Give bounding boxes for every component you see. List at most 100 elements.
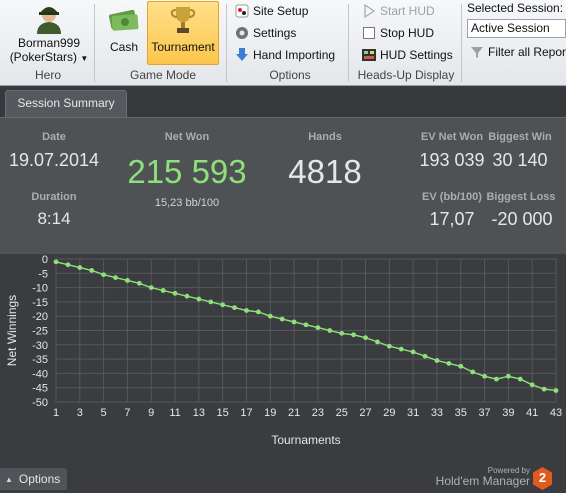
brand-name: Hold'em Manager [435, 474, 530, 488]
hero-button[interactable]: Borman999 (PokerStars) ▼ [8, 2, 90, 66]
y-axis-label: Net Winnings [5, 295, 19, 366]
options-toggle-button[interactable]: ▲ Options [0, 468, 67, 490]
tournament-label: Tournament [151, 40, 215, 54]
data-point [422, 353, 428, 359]
tab-strip: Session Summary [0, 87, 566, 117]
filter-all-reports-button[interactable]: Filter all Report [470, 42, 566, 62]
data-point [470, 369, 476, 375]
site-setup-icon [235, 4, 249, 18]
ribbon-toolbar: Borman999 (PokerStars) ▼ Hero Cash Tourn… [0, 0, 566, 86]
divider [94, 4, 95, 82]
data-point [172, 290, 178, 296]
start-hud-label: Start HUD [380, 4, 435, 18]
duration-value: 8:14 [37, 209, 71, 228]
x-tick-label: 35 [455, 407, 467, 419]
data-point [339, 330, 345, 336]
duration-label: Duration [31, 191, 77, 203]
biggest-loss-label: Biggest Loss [486, 191, 556, 203]
x-tick-label: 9 [148, 407, 154, 419]
filter-icon [470, 45, 484, 59]
stop-icon [362, 26, 376, 40]
data-point [327, 328, 333, 333]
data-point [184, 293, 190, 299]
data-point [363, 335, 368, 341]
trophy-icon [170, 7, 196, 33]
net-won-label: Net Won [164, 131, 210, 143]
x-tick-label: 29 [383, 407, 395, 419]
bottom-bar: ▲ Options Powered by Hold'em Manager 2 [0, 466, 566, 492]
stop-hud-button[interactable]: Stop HUD [362, 23, 434, 43]
hud-settings-icon [362, 48, 376, 62]
session-summary-panel: Date 19.07.2014 Duration 8:14 Net Won 21… [0, 117, 566, 254]
cash-icon [108, 9, 139, 31]
hud-settings-label: HUD Settings [380, 48, 453, 62]
tournament-button[interactable]: Tournament [147, 1, 219, 65]
data-point [458, 363, 464, 369]
x-tick-label: 31 [407, 407, 419, 419]
x-tick-label: 7 [124, 407, 130, 419]
brand-badge-text: 2 [538, 470, 547, 485]
hud-settings-button[interactable]: HUD Settings [362, 45, 453, 65]
data-point [541, 386, 547, 392]
y-tick-label: -15 [32, 297, 48, 309]
cash-label: Cash [109, 40, 138, 54]
data-point [244, 308, 249, 313]
hands-label: Hands [308, 131, 342, 143]
play-icon [362, 3, 376, 19]
x-tick-label: 17 [240, 407, 252, 419]
session-select[interactable]: Active Session [467, 19, 566, 38]
cash-button[interactable]: Cash [102, 4, 146, 62]
data-point [53, 259, 59, 265]
hands-value: 4818 [288, 153, 362, 190]
settings-button[interactable]: Settings [235, 23, 296, 43]
x-tick-label: 25 [336, 407, 348, 419]
x-tick-label: 5 [101, 407, 107, 419]
data-point [375, 339, 380, 345]
x-tick-label: 39 [502, 407, 514, 419]
data-point [196, 296, 202, 302]
avatar-icon [37, 7, 61, 34]
y-tick-label: -25 [32, 326, 48, 338]
session-select-value: Active Session [471, 21, 550, 35]
ev-bb100-label: EV (bb/100) [422, 191, 482, 203]
data-point [220, 302, 226, 308]
data-point [494, 376, 499, 382]
y-tick-label: -10 [32, 283, 48, 295]
x-tick-label: 13 [193, 407, 205, 419]
game-mode-group-label: Game Mode [129, 68, 197, 82]
hand-importing-label: Hand Importing [253, 48, 336, 62]
data-point [232, 305, 237, 311]
hud-group-label: Heads-Up Display [357, 68, 455, 82]
data-point [505, 373, 511, 379]
data-point [410, 349, 416, 355]
net-won-value: 215 593 [127, 153, 247, 190]
data-point [386, 343, 392, 349]
hero-group-label: Hero [34, 68, 61, 82]
y-tick-label: -40 [32, 368, 48, 380]
x-tick-label: 3 [77, 407, 83, 419]
x-tick-label: 33 [431, 407, 443, 419]
data-point [101, 272, 107, 278]
x-tick-label: 15 [217, 407, 229, 419]
y-tick-label: -35 [32, 354, 48, 366]
tab-session-summary[interactable]: Session Summary [5, 90, 127, 117]
data-point [77, 265, 83, 270]
x-axis-label: Tournaments [271, 433, 340, 447]
data-point [446, 360, 452, 366]
divider [226, 4, 227, 82]
y-tick-label: -45 [32, 383, 48, 395]
start-hud-button[interactable]: Start HUD [362, 1, 435, 21]
x-tick-label: 43 [550, 407, 562, 419]
settings-label: Settings [253, 26, 297, 40]
filter-all-reports-label: Filter all Report [488, 45, 566, 59]
hand-importing-button[interactable]: Hand Importing [235, 45, 335, 65]
x-tick-label: 23 [312, 407, 324, 419]
site-setup-button[interactable]: Site Setup [235, 1, 308, 21]
data-point [148, 285, 154, 290]
y-tick-label: -20 [32, 311, 48, 323]
import-arrow-icon [235, 48, 249, 62]
ev-bb100-value: 17,07 [429, 209, 475, 229]
chevron-up-icon: ▲ [5, 474, 13, 484]
data-point [160, 288, 166, 293]
x-tick-label: 41 [526, 407, 538, 419]
